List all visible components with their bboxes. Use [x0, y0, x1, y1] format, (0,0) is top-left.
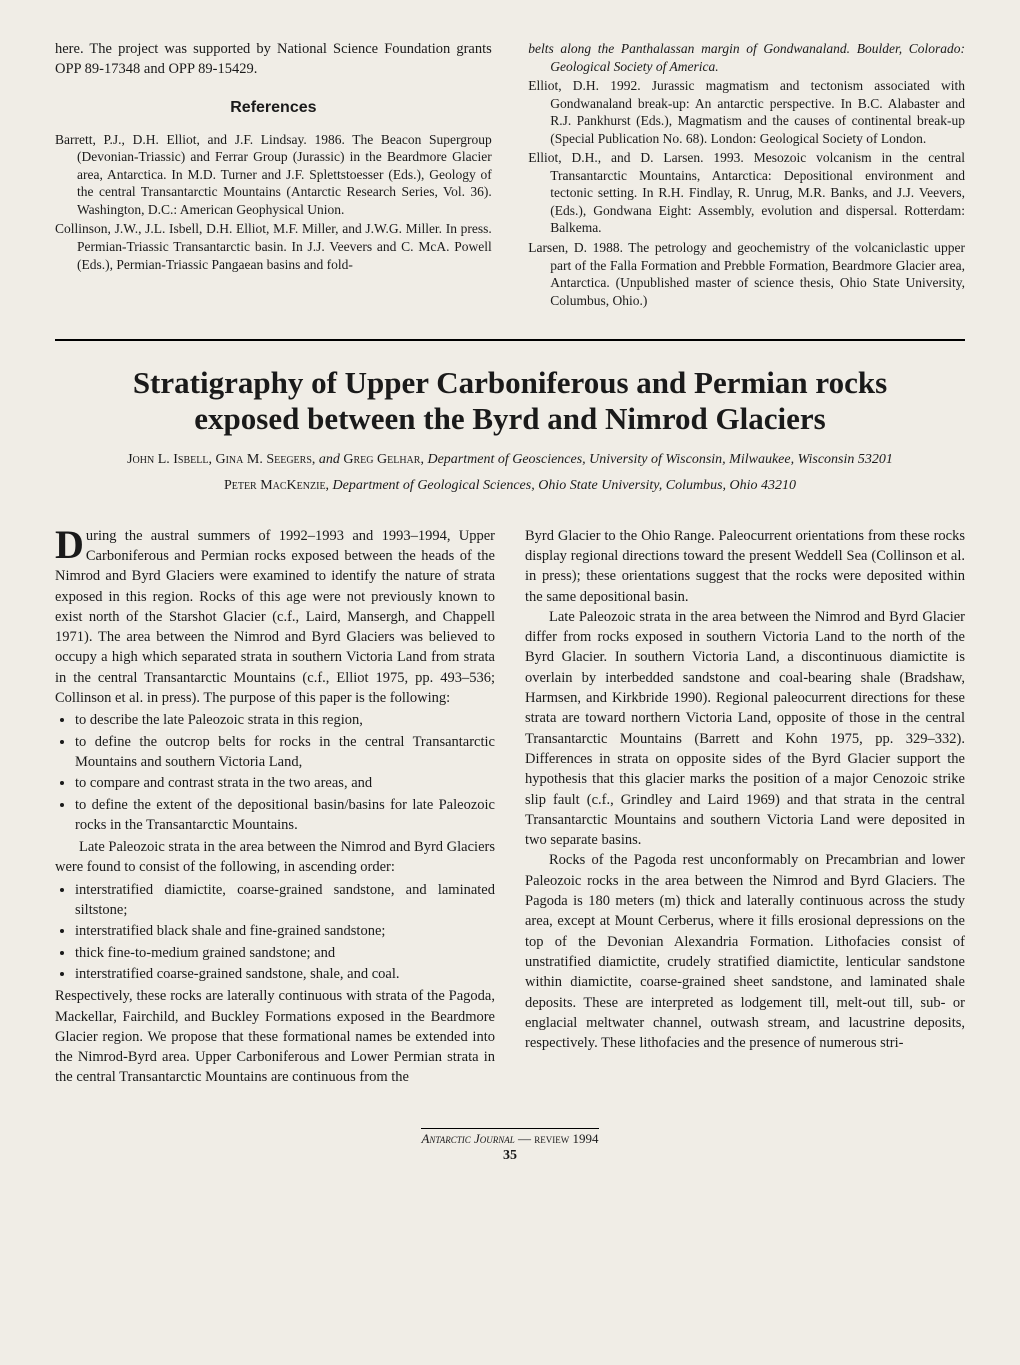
footer-line: Antarctic Journal — review 1994 [421, 1128, 598, 1147]
author-name: Greg Gelhar, [343, 452, 427, 467]
ref-item: Larsen, D. 1988. The petrology and geoch… [528, 239, 965, 309]
section-divider [55, 339, 965, 341]
body-paragraph: Late Paleozoic strata in the area betwee… [525, 607, 965, 851]
body-paragraph: Byrd Glacier to the Ohio Range. Paleocur… [525, 526, 965, 607]
author-and: and [319, 452, 344, 467]
page-number: 35 [503, 1148, 517, 1163]
body-paragraph: Late Paleozoic strata in the area betwee… [55, 837, 495, 878]
body-paragraph: Respectively, these rocks are laterally … [55, 986, 495, 1087]
author-name: Peter MacKenzie, [224, 478, 333, 493]
body-paragraph: During the austral summers of 1992–1993 … [55, 526, 495, 709]
dropcap: D [55, 526, 86, 562]
footer-rest: — review 1994 [515, 1131, 599, 1146]
body-left-col: During the austral summers of 1992–1993 … [55, 526, 495, 1088]
ref-item: Elliot, D.H. 1992. Jurassic magmatism an… [528, 77, 965, 147]
list-item: interstratified coarse-grained sandstone… [75, 964, 495, 984]
references-heading: References [55, 97, 492, 119]
top-section: here. The project was supported by Natio… [55, 40, 965, 311]
author-affiliation: Department of Geosciences, University of… [427, 452, 892, 467]
purpose-list: to describe the late Paleozoic strata in… [55, 710, 495, 835]
article-title: Stratigraphy of Upper Carboniferous and … [55, 365, 965, 436]
body-text: uring the austral summers of 1992–1993 a… [55, 528, 495, 706]
top-left-col: here. The project was supported by Natio… [55, 40, 492, 311]
list-item: to define the extent of the depositional… [75, 795, 495, 836]
list-item: thick fine-to-medium grained sandstone; … [75, 943, 495, 963]
body-right-col: Byrd Glacier to the Ohio Range. Paleocur… [525, 526, 965, 1088]
title-line-1: Stratigraphy of Upper Carboniferous and … [133, 365, 887, 400]
strata-list: interstratified diamictite, coarse-grain… [55, 880, 495, 984]
list-item: interstratified diamictite, coarse-grain… [75, 880, 495, 921]
list-item: to describe the late Paleozoic strata in… [75, 710, 495, 730]
list-item: to compare and contrast strata in the tw… [75, 773, 495, 793]
list-item: interstratified black shale and fine-gra… [75, 921, 495, 941]
title-line-2: exposed between the Byrd and Nimrod Glac… [194, 401, 825, 436]
ref-italic-run: belts along the Panthalassan margin of G… [528, 41, 965, 74]
page-footer: Antarctic Journal — review 1994 35 [55, 1128, 965, 1164]
list-item: to define the outcrop belts for rocks in… [75, 732, 495, 773]
intro-text: here. The project was supported by Natio… [55, 40, 492, 79]
author-block: John L. Isbell, Gina M. Seegers, and Gre… [55, 450, 965, 470]
journal-name: Antarctic Journal [421, 1131, 514, 1146]
ref-item: Collinson, J.W., J.L. Isbell, D.H. Ellio… [55, 220, 492, 273]
author-affiliation: Department of Geological Sciences, Ohio … [333, 478, 797, 493]
author-block: Peter MacKenzie, Department of Geologica… [55, 476, 965, 496]
top-right-col: belts along the Panthalassan margin of G… [528, 40, 965, 311]
author-names: John L. Isbell, Gina M. Seegers, [127, 452, 319, 467]
ref-item: Barrett, P.J., D.H. Elliot, and J.F. Lin… [55, 131, 492, 219]
ref-item: Elliot, D.H., and D. Larsen. 1993. Mesoz… [528, 149, 965, 237]
ref-item-continuation: belts along the Panthalassan margin of G… [528, 40, 965, 75]
article-body: During the austral summers of 1992–1993 … [55, 526, 965, 1088]
body-paragraph: Rocks of the Pagoda rest unconformably o… [525, 850, 965, 1053]
